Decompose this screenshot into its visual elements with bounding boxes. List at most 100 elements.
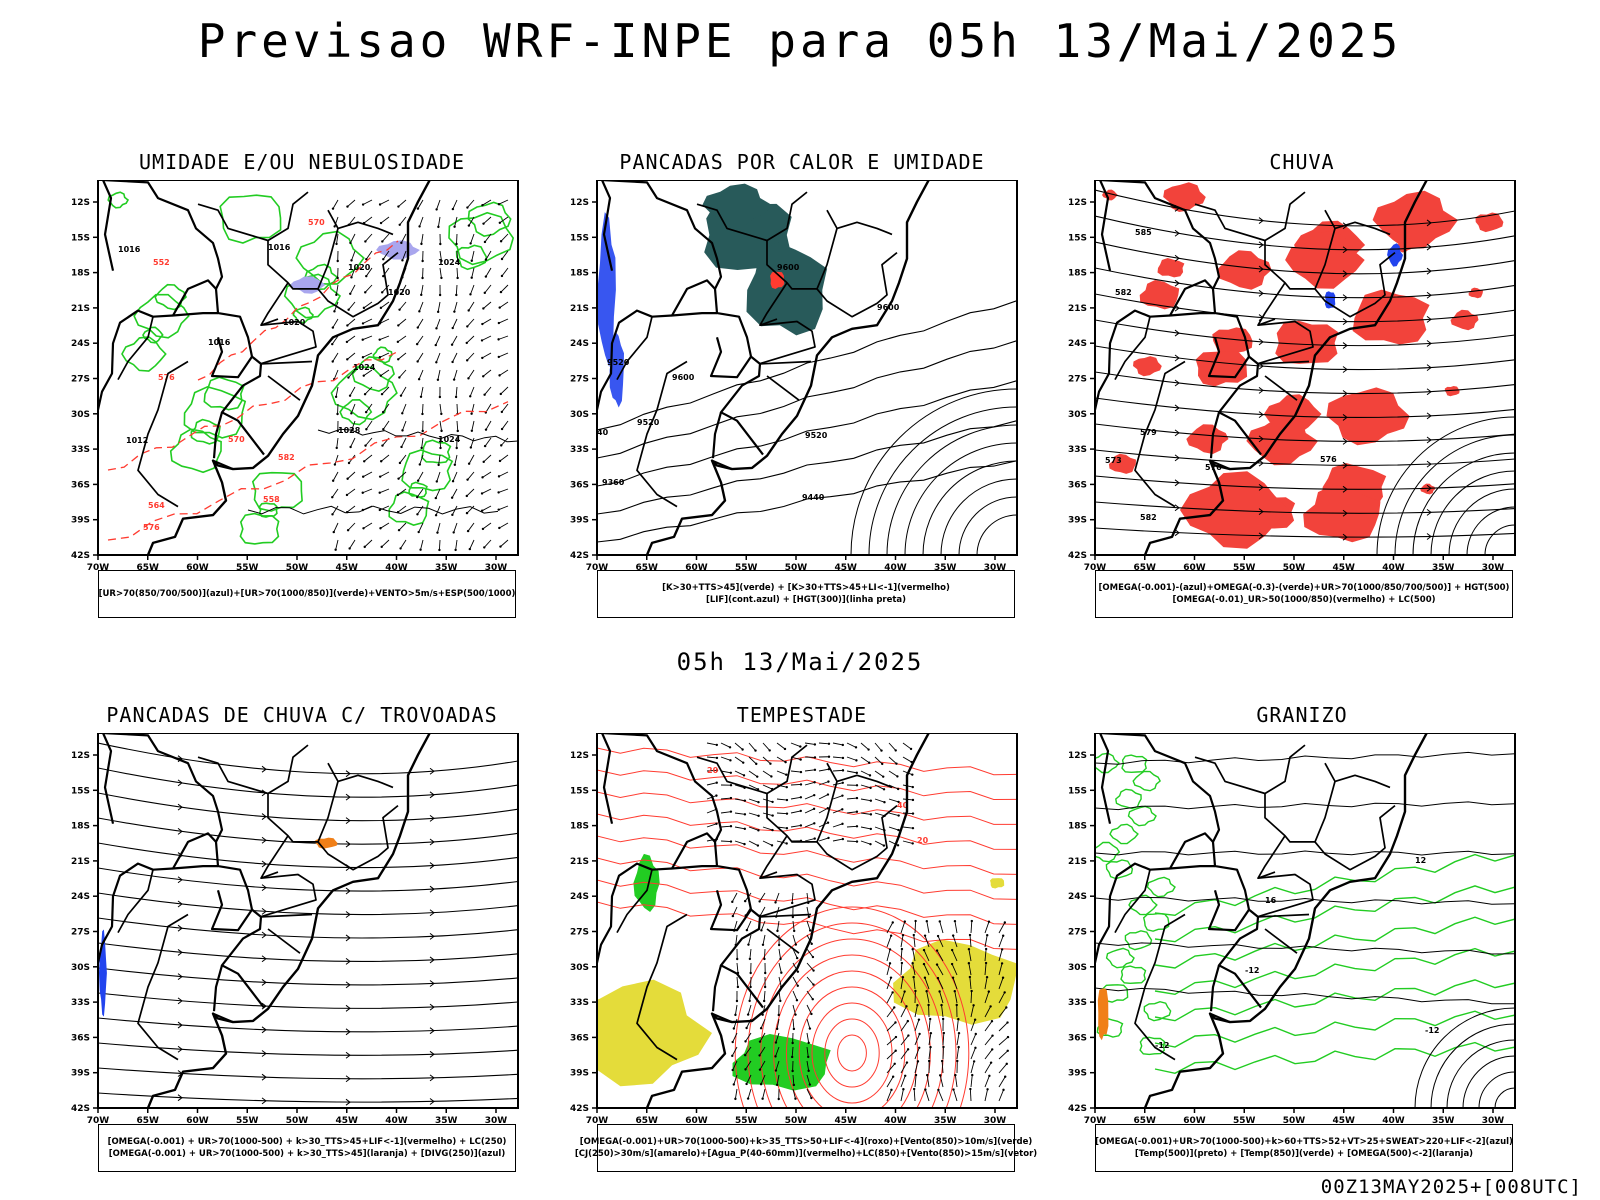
wind-vector: [790, 810, 801, 814]
wind-vector-head: [396, 340, 400, 344]
wind-vector-head: [349, 292, 352, 296]
contour-label: 1024: [438, 435, 461, 444]
wind-vector-head: [985, 975, 989, 979]
wind-vector: [792, 976, 799, 986]
lon-tick-label: 50W: [286, 1116, 309, 1126]
wind-vector-head: [743, 842, 746, 846]
state-border: [1134, 360, 1186, 508]
wind-vector: [347, 318, 356, 326]
wind-vector: [720, 825, 732, 828]
lat-tick-label: 39S: [570, 1069, 589, 1079]
contour-label: 16: [1265, 896, 1277, 905]
wind-vector-head: [420, 242, 423, 246]
flow-arrowhead: [261, 813, 267, 820]
wind-vector: [748, 840, 759, 846]
wind-vector: [860, 770, 871, 776]
wind-vector: [984, 1062, 992, 1074]
state-border: [836, 774, 893, 789]
country-border: [1098, 180, 1112, 271]
flow-arrowhead: [1174, 429, 1180, 437]
wind-vector-head: [745, 1082, 748, 1086]
flow-arrowhead: [345, 1075, 351, 1083]
flow-arrowhead: [1426, 291, 1432, 299]
wind-vector-head: [796, 970, 800, 973]
contour-label: 9520: [637, 418, 660, 427]
wind-vector-head: [991, 1048, 994, 1051]
lon-tick-label: 65W: [137, 563, 160, 573]
lon-tick-label: 55W: [735, 563, 758, 573]
wind-vector-head: [336, 412, 339, 416]
humidity-area: [142, 326, 164, 344]
wind-vector-head: [811, 955, 815, 959]
wind-vector-head: [757, 829, 760, 832]
wind-vector: [832, 756, 843, 759]
wind-vector-head: [481, 476, 484, 479]
wind-vector: [333, 522, 339, 533]
temp850-contour: [1105, 859, 1134, 880]
wind-vector-head: [379, 460, 383, 463]
lat-tick-label: 21S: [570, 304, 589, 314]
wind-vector: [365, 403, 373, 413]
wind-vector: [984, 977, 988, 990]
flow-arrowhead: [1426, 533, 1432, 540]
wind-vector: [846, 825, 858, 828]
wind-vector-head: [938, 920, 941, 923]
wind-vector-head: [483, 393, 486, 396]
wind-vector-head: [894, 1035, 898, 1039]
wind-vector: [998, 1036, 1009, 1046]
lon-tick-label: 70W: [87, 1116, 110, 1126]
wind-vector: [791, 1046, 794, 1058]
wind-vector: [832, 742, 843, 746]
flow-arrowhead: [1426, 484, 1432, 492]
flow-arrowhead: [1174, 254, 1180, 262]
wind-vector: [467, 522, 475, 532]
wind-vector: [984, 1006, 992, 1018]
country-border: [210, 890, 253, 932]
wind-vector-head: [715, 756, 719, 760]
lat-tick-label: 24S: [1068, 339, 1087, 349]
wind-vector-head: [757, 814, 760, 818]
lat-tick-label: 18S: [570, 269, 589, 279]
upper-streamline: [98, 1017, 518, 1033]
map-background: [98, 180, 518, 555]
flow-arrowhead: [1426, 243, 1432, 251]
wind-vector: [762, 826, 773, 831]
wind-vector-head: [810, 942, 813, 946]
upper-streamline: [98, 767, 518, 798]
wind-vector: [956, 1047, 960, 1060]
flow-arrowhead: [429, 767, 435, 775]
wind-vector: [763, 990, 766, 1002]
geopotential-contour: [597, 380, 1017, 487]
country-border: [1168, 832, 1215, 870]
wind-vector: [914, 1047, 920, 1060]
wind-vector: [435, 352, 441, 363]
wind-vector: [456, 420, 459, 432]
wind-vector: [456, 267, 459, 279]
lat-tick-label: 21S: [570, 857, 589, 867]
humidity-area: [339, 398, 373, 426]
contour-label: 9600: [777, 263, 800, 272]
wind-vector-head: [923, 934, 927, 937]
wind-vector-head: [734, 1097, 737, 1101]
humidity-area: [283, 273, 342, 319]
state-border: [1134, 913, 1186, 1061]
wind-vector-head: [401, 429, 404, 432]
wind-vector: [888, 770, 898, 777]
wind-vector: [482, 352, 492, 359]
wind-vector-head: [918, 1046, 921, 1049]
flow-arrowhead: [261, 1026, 267, 1034]
wind-vector-head: [331, 360, 334, 363]
map-area: 960096009520960095209520944093604012S15S…: [570, 180, 1018, 573]
wind-vector: [939, 991, 944, 1004]
lat-tick-label: 18S: [570, 822, 589, 832]
flow-arrowhead: [1342, 485, 1348, 493]
wind-vector-head: [346, 324, 349, 327]
wind-vector: [736, 976, 739, 987]
wind-vector: [846, 742, 857, 748]
wind-vector-head: [378, 508, 382, 512]
wind-vector: [399, 301, 407, 310]
wind-vector-head: [935, 963, 939, 966]
geopotential-contour: [886, 424, 1017, 555]
state-border: [267, 209, 339, 290]
wind-vector-head: [715, 769, 719, 772]
